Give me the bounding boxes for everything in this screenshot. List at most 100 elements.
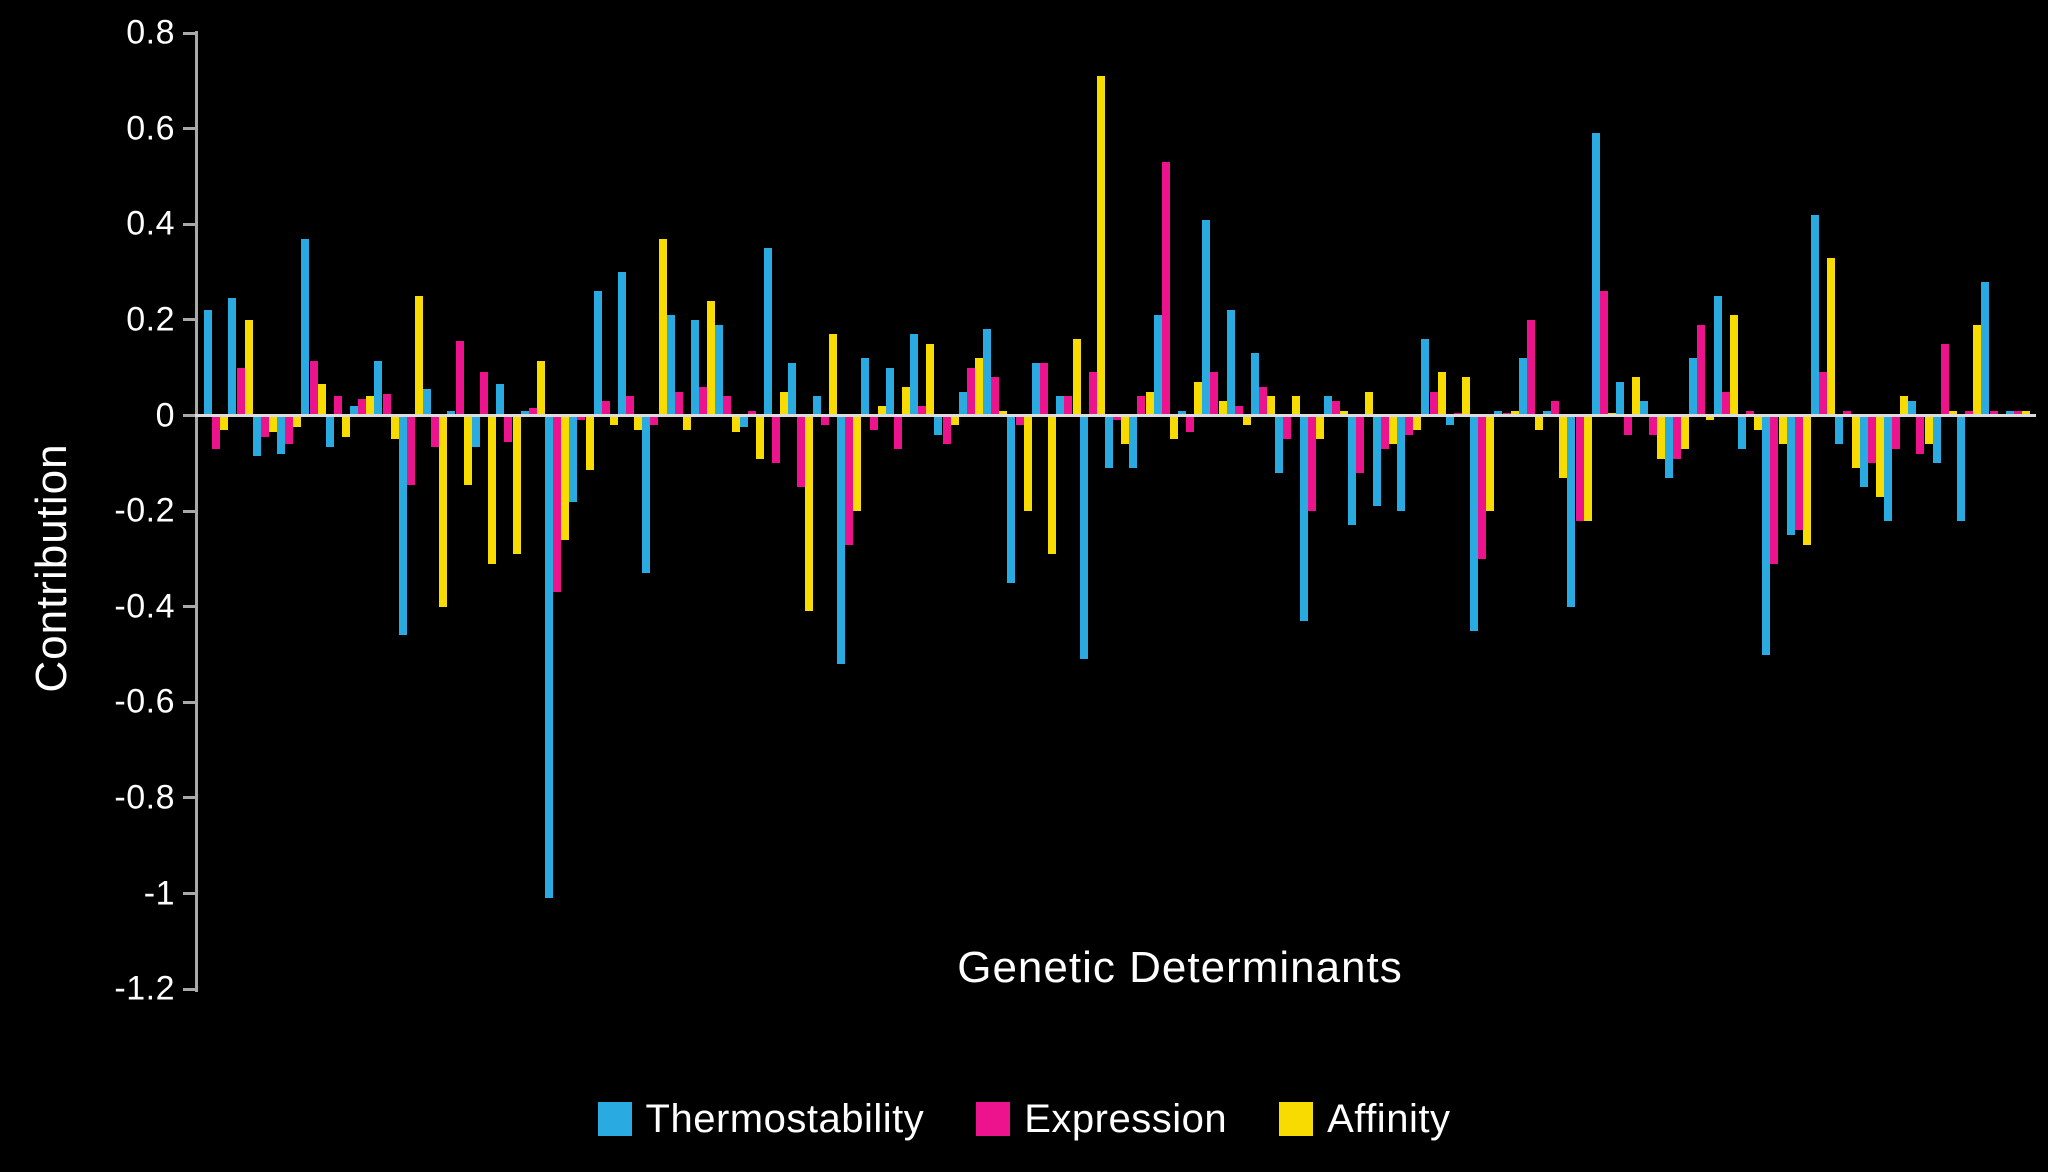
bar-affinity <box>1924 415 1933 445</box>
bar-expression <box>1429 391 1438 416</box>
bar-thermostability <box>1226 310 1235 416</box>
bar-thermostability <box>398 415 407 636</box>
bar-thermostability <box>374 360 383 416</box>
bar-expression <box>504 415 513 442</box>
y-tick-mark <box>183 700 197 704</box>
bar-expression <box>1746 410 1755 416</box>
bar-expression <box>1137 396 1146 416</box>
bar-affinity <box>1315 415 1324 440</box>
y-tick-mark <box>183 605 197 609</box>
bar-thermostability <box>1299 415 1308 622</box>
bar-affinity <box>1973 324 1982 416</box>
bar-thermostability <box>1543 410 1552 416</box>
y-tick-mark <box>183 414 197 417</box>
bar-expression <box>1599 291 1608 416</box>
bar-expression <box>553 415 562 593</box>
bar-expression <box>285 415 294 445</box>
bar-expression <box>650 415 659 426</box>
bar-expression <box>309 360 318 416</box>
bar-thermostability <box>1031 362 1040 416</box>
bar-affinity <box>2022 410 2031 416</box>
bar-thermostability <box>1007 415 1016 583</box>
bar-thermostability <box>544 415 553 899</box>
bar-affinity <box>780 391 789 416</box>
bar-affinity <box>1462 377 1471 416</box>
bar-expression <box>260 415 269 437</box>
legend-item-thermostability: Thermostability <box>597 1097 925 1142</box>
bar-thermostability <box>228 298 237 416</box>
bar-expression <box>1064 396 1073 416</box>
bar-thermostability <box>1567 415 1576 607</box>
bar-thermostability <box>1348 415 1357 526</box>
bar-thermostability <box>1275 415 1284 473</box>
bar-thermostability <box>1494 410 1503 416</box>
bar-expression <box>1551 401 1560 416</box>
bar-expression <box>528 408 537 416</box>
bar-affinity <box>682 415 691 430</box>
bar-affinity <box>415 296 424 416</box>
bar-thermostability <box>1737 415 1746 449</box>
bar-expression <box>601 401 610 416</box>
bar-thermostability <box>1616 382 1625 416</box>
legend-swatch-icon <box>597 1102 632 1136</box>
bar-expression <box>1892 415 1901 449</box>
legend-label: Affinity <box>1327 1096 1451 1141</box>
y-tick-mark <box>183 222 197 226</box>
bar-thermostability <box>520 410 529 416</box>
bar-expression <box>1916 415 1925 454</box>
bar-affinity <box>1535 415 1544 430</box>
bar-affinity <box>1948 410 1957 416</box>
y-tick-label: -1.2 <box>114 969 175 1008</box>
bar-thermostability <box>1981 281 1990 416</box>
y-tick-label: 0 <box>155 396 175 434</box>
bar-affinity <box>1827 257 1836 416</box>
bar-affinity <box>658 238 667 416</box>
bar-affinity <box>536 360 545 416</box>
bar-affinity <box>975 358 984 416</box>
bar-expression <box>772 415 781 464</box>
bar-thermostability <box>910 334 919 416</box>
bar-expression <box>1015 415 1024 426</box>
bar-affinity <box>488 415 497 564</box>
bar-expression <box>1940 343 1949 416</box>
bar-affinity <box>1145 391 1154 416</box>
bar-thermostability <box>617 272 626 416</box>
bar-thermostability <box>1518 358 1527 416</box>
bar-thermostability <box>812 396 821 416</box>
bar-thermostability <box>1713 296 1722 416</box>
bar-thermostability <box>763 248 772 416</box>
bar-expression <box>1283 415 1292 440</box>
bar-affinity <box>755 415 764 459</box>
bar-expression <box>747 410 756 416</box>
bar-thermostability <box>885 367 894 416</box>
bar-expression <box>1161 162 1170 416</box>
bar-expression <box>1989 410 1998 416</box>
bar-thermostability <box>1202 219 1211 416</box>
bar-affinity <box>1754 415 1763 430</box>
bar-expression <box>1624 415 1633 435</box>
bar-expression <box>1186 415 1195 433</box>
bar-expression <box>1113 415 1122 421</box>
bar-affinity <box>561 415 570 540</box>
bar-expression <box>991 377 1000 416</box>
y-axis-title: Contribution <box>27 443 76 693</box>
bar-thermostability <box>1080 415 1089 660</box>
bar-expression <box>1234 405 1243 416</box>
y-tick-mark <box>183 509 197 513</box>
bar-expression <box>869 415 878 430</box>
bar-expression <box>1843 410 1852 416</box>
bar-affinity <box>1389 415 1398 445</box>
bar-expression <box>796 415 805 488</box>
bar-thermostability <box>496 384 505 416</box>
bar-thermostability <box>861 358 870 416</box>
bar-affinity <box>1486 415 1495 512</box>
bar-thermostability <box>1956 415 1965 521</box>
bar-affinity <box>731 415 740 433</box>
bar-affinity <box>1072 339 1081 416</box>
bar-expression <box>431 415 440 447</box>
bar-affinity <box>1242 415 1251 426</box>
bar-expression <box>1648 415 1657 435</box>
y-tick-mark <box>183 127 197 131</box>
bar-affinity <box>585 415 594 471</box>
